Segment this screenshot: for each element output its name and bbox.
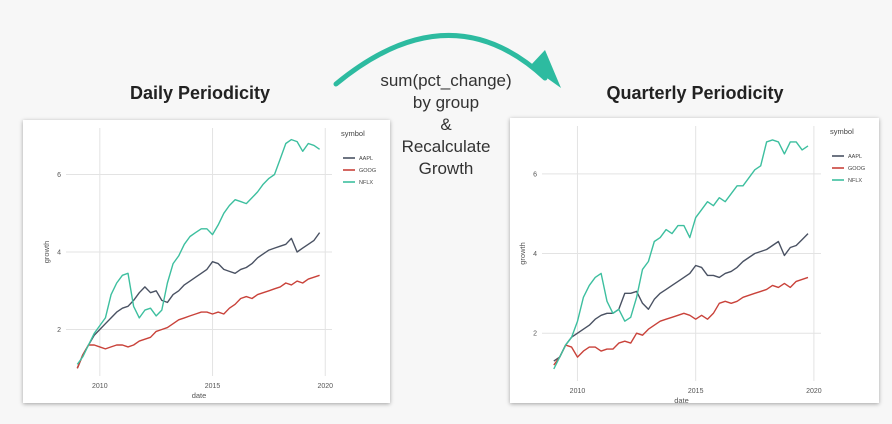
heading-daily: Daily Periodicity	[129, 83, 271, 103]
y-tick-label: 6	[57, 172, 61, 179]
legend-label-aapl: AAPL	[848, 154, 862, 160]
legend-label-goog: GOOG	[848, 166, 865, 172]
legend-label-nflx: NFLX	[848, 178, 862, 184]
quarterly-growth-chart: 2010 2015 2020 2 4 6 date growth symbol AAPL GOOG N…	[518, 126, 865, 403]
series-line-aapl	[76, 232, 321, 369]
y-tick-label: 4	[533, 251, 537, 258]
daily-growth-chart: 2010 2015 2020 2 4 6 date growth symbol AAPL GOOG N…	[42, 128, 376, 400]
heading-quarterly: Quarterly Periodicity	[606, 83, 784, 103]
legend-title: symbol	[341, 129, 365, 138]
x-axis-title: date	[674, 396, 689, 403]
legend-title: symbol	[830, 127, 854, 136]
legend-label-aapl: AAPL	[359, 156, 373, 162]
x-axis-title: date	[192, 391, 207, 400]
y-tick-label: 2	[533, 331, 537, 338]
x-tick-label: 2015	[688, 388, 704, 395]
x-tick-label: 2010	[92, 383, 108, 390]
x-tick-label: 2020	[806, 388, 822, 395]
transform-label: sum(pct_change) by group & Recalculate G…	[360, 70, 532, 180]
y-tick-label: 6	[533, 171, 537, 178]
legend: symbol AAPL GOOG NFLX	[341, 129, 376, 186]
transform-line-2: by group	[412, 93, 480, 112]
legend-label-goog: GOOG	[359, 168, 376, 174]
legend-label-nflx: NFLX	[359, 180, 373, 186]
series-line-goog	[76, 274, 320, 369]
transform-line-4: Recalculate	[401, 137, 491, 156]
series-line-goog	[553, 276, 809, 366]
y-tick-label: 4	[57, 250, 61, 257]
legend: symbol AAPL GOOG NFLX	[830, 127, 865, 184]
series-line-nflx	[553, 139, 809, 370]
series-line-nflx	[76, 138, 321, 365]
series-line-aapl	[553, 233, 809, 362]
quarterly-chart-card: 2010 2015 2020 2 4 6 date growth symbol AAPL GOOG N…	[510, 118, 879, 403]
transform-line-1: sum(pct_change)	[380, 71, 512, 90]
y-tick-label: 2	[57, 327, 61, 334]
transform-line-3: &	[440, 115, 452, 134]
y-axis-title: growth	[42, 241, 51, 264]
x-tick-label: 2015	[205, 383, 221, 390]
transform-line-5: Growth	[418, 159, 474, 178]
x-tick-label: 2020	[317, 383, 333, 390]
y-axis-title: growth	[518, 242, 527, 265]
daily-chart-card: 2010 2015 2020 2 4 6 date growth symbol AAPL GOOG N…	[23, 120, 390, 403]
x-tick-label: 2010	[570, 388, 586, 395]
arrow-head	[530, 50, 561, 88]
